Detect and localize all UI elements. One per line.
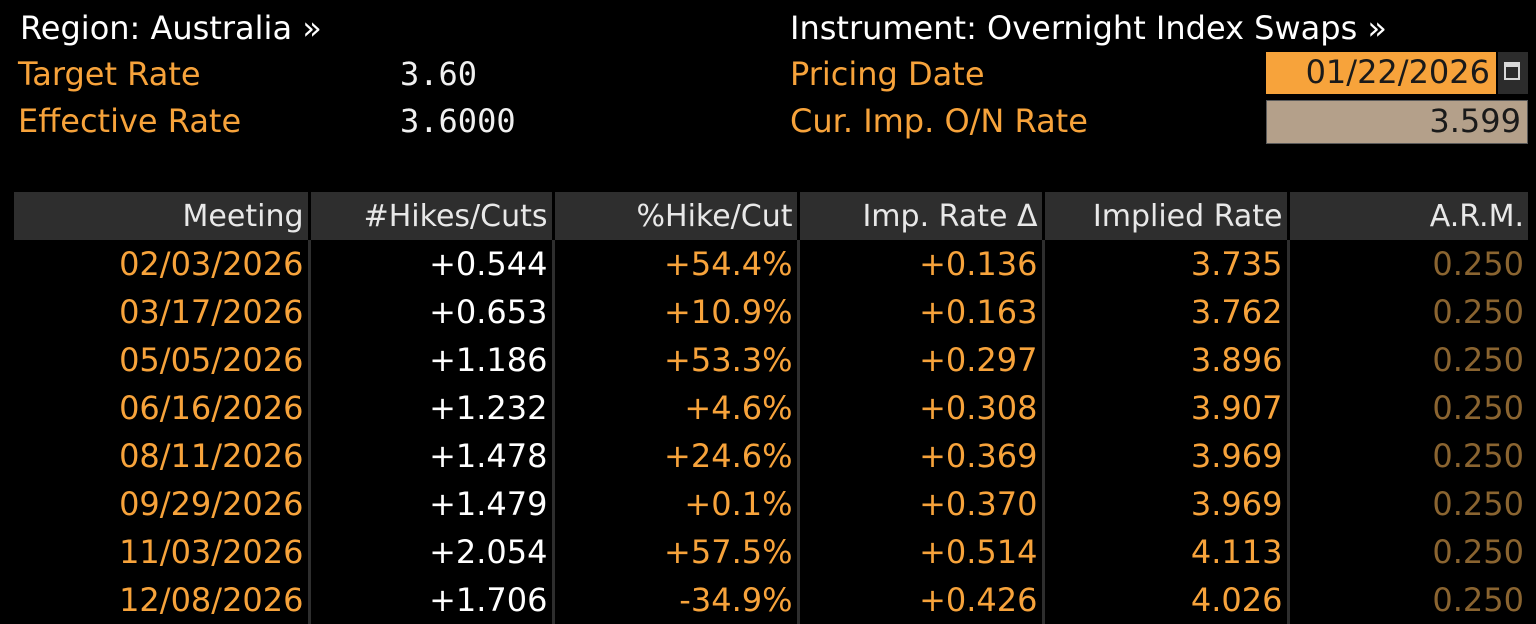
meeting-date-cell: 08/11/2026 <box>14 432 311 480</box>
column-header-pct-hike-cut[interactable]: %Hike/Cut <box>553 192 800 240</box>
table-header-row: Meeting #Hikes/Cuts %Hike/Cut Imp. Rate … <box>14 192 1528 240</box>
effective-rate-value: 3.6000 <box>400 102 516 140</box>
implied-rate-cell: 3.735 <box>1043 240 1290 288</box>
arm-cell: 0.250 <box>1432 293 1524 331</box>
hikes-cuts-cell: +0.544 <box>309 240 555 288</box>
implied-rate-cell: 3.969 <box>1043 432 1290 480</box>
table-row[interactable]: 08/11/2026 +1.478 +24.6% +0.369 3.969 0.… <box>14 432 1528 480</box>
column-header-implied-rate[interactable]: Implied Rate <box>1043 192 1290 240</box>
imp-rate-delta-cell: +0.370 <box>798 480 1045 528</box>
arm-cell: 0.250 <box>1432 533 1524 571</box>
target-rate-label: Target Rate <box>18 55 201 93</box>
hikes-cuts-cell: +1.478 <box>309 432 555 480</box>
implied-rate-cell: 3.969 <box>1043 480 1290 528</box>
imp-rate-delta-cell: +0.163 <box>798 288 1045 336</box>
hikes-cuts-cell: +1.232 <box>309 384 555 432</box>
table-row[interactable]: 06/16/2026 +1.232 +4.6% +0.308 3.907 0.2… <box>14 384 1528 432</box>
arm-cell: 0.250 <box>1432 437 1524 475</box>
column-header-imp-rate-delta[interactable]: Imp. Rate Δ <box>798 192 1045 240</box>
table-row[interactable]: 05/05/2026 +1.186 +53.3% +0.297 3.896 0.… <box>14 336 1528 384</box>
imp-rate-delta-cell: +0.136 <box>798 240 1045 288</box>
pct-hike-cut-cell: +0.1% <box>553 480 800 528</box>
implied-rate-cell: 3.896 <box>1043 336 1290 384</box>
column-header-meeting[interactable]: Meeting <box>14 192 311 240</box>
pct-hike-cut-cell: +24.6% <box>553 432 800 480</box>
pct-hike-cut-cell: +4.6% <box>553 384 800 432</box>
table-row[interactable]: 03/17/2026 +0.653 +10.9% +0.163 3.762 0.… <box>14 288 1528 336</box>
table-row[interactable]: 02/03/2026 +0.544 +54.4% +0.136 3.735 0.… <box>14 240 1528 288</box>
hikes-cuts-cell: +1.186 <box>309 336 555 384</box>
pct-hike-cut-cell: +54.4% <box>553 240 800 288</box>
hikes-cuts-cell: +0.653 <box>309 288 555 336</box>
arm-cell: 0.250 <box>1432 245 1524 283</box>
hikes-cuts-cell: +1.706 <box>309 576 555 624</box>
meeting-date-cell: 05/05/2026 <box>14 336 311 384</box>
meeting-date-cell: 09/29/2026 <box>14 480 311 528</box>
column-header-hikes-cuts[interactable]: #Hikes/Cuts <box>309 192 555 240</box>
arm-cell: 0.250 <box>1432 485 1524 523</box>
arm-cell: 0.250 <box>1432 581 1524 619</box>
table-row[interactable]: 09/29/2026 +1.479 +0.1% +0.370 3.969 0.2… <box>14 480 1528 528</box>
implied-rate-cell: 4.113 <box>1043 528 1290 576</box>
pct-hike-cut-cell: +57.5% <box>553 528 800 576</box>
meeting-date-cell: 03/17/2026 <box>14 288 311 336</box>
table-row[interactable]: 12/08/2026 +1.706 -34.9% +0.426 4.026 0.… <box>14 576 1528 624</box>
meeting-date-cell: 02/03/2026 <box>14 240 311 288</box>
pricing-date-label: Pricing Date <box>790 55 985 93</box>
hikes-cuts-cell: +2.054 <box>309 528 555 576</box>
imp-rate-delta-cell: +0.308 <box>798 384 1045 432</box>
instrument-selector-link[interactable]: Instrument: Overnight Index Swaps » <box>790 9 1387 47</box>
pricing-date-input[interactable]: 01/22/2026 <box>1266 52 1496 94</box>
pct-hike-cut-cell: +53.3% <box>553 336 800 384</box>
rate-probability-table: Meeting #Hikes/Cuts %Hike/Cut Imp. Rate … <box>14 192 1528 624</box>
calendar-icon[interactable] <box>1498 52 1528 94</box>
column-header-arm[interactable]: A.R.M. <box>1288 192 1528 240</box>
target-rate-value: 3.60 <box>400 55 478 93</box>
meeting-date-cell: 12/08/2026 <box>14 576 311 624</box>
pct-hike-cut-cell: -34.9% <box>553 576 800 624</box>
implied-rate-cell: 3.762 <box>1043 288 1290 336</box>
imp-rate-delta-cell: +0.514 <box>798 528 1045 576</box>
arm-cell: 0.250 <box>1432 389 1524 427</box>
effective-rate-label: Effective Rate <box>18 102 242 140</box>
meeting-date-cell: 11/03/2026 <box>14 528 311 576</box>
implied-rate-cell: 4.026 <box>1043 576 1290 624</box>
on-rate-input[interactable]: 3.599 <box>1266 100 1528 144</box>
region-selector-link[interactable]: Region: Australia » <box>20 9 322 47</box>
meeting-date-cell: 06/16/2026 <box>14 384 311 432</box>
arm-cell: 0.250 <box>1432 341 1524 379</box>
imp-rate-delta-cell: +0.369 <box>798 432 1045 480</box>
implied-rate-cell: 3.907 <box>1043 384 1290 432</box>
hikes-cuts-cell: +1.479 <box>309 480 555 528</box>
table-row[interactable]: 11/03/2026 +2.054 +57.5% +0.514 4.113 0.… <box>14 528 1528 576</box>
imp-rate-delta-cell: +0.297 <box>798 336 1045 384</box>
on-rate-label: Cur. Imp. O/N Rate <box>790 102 1088 140</box>
pct-hike-cut-cell: +10.9% <box>553 288 800 336</box>
imp-rate-delta-cell: +0.426 <box>798 576 1045 624</box>
